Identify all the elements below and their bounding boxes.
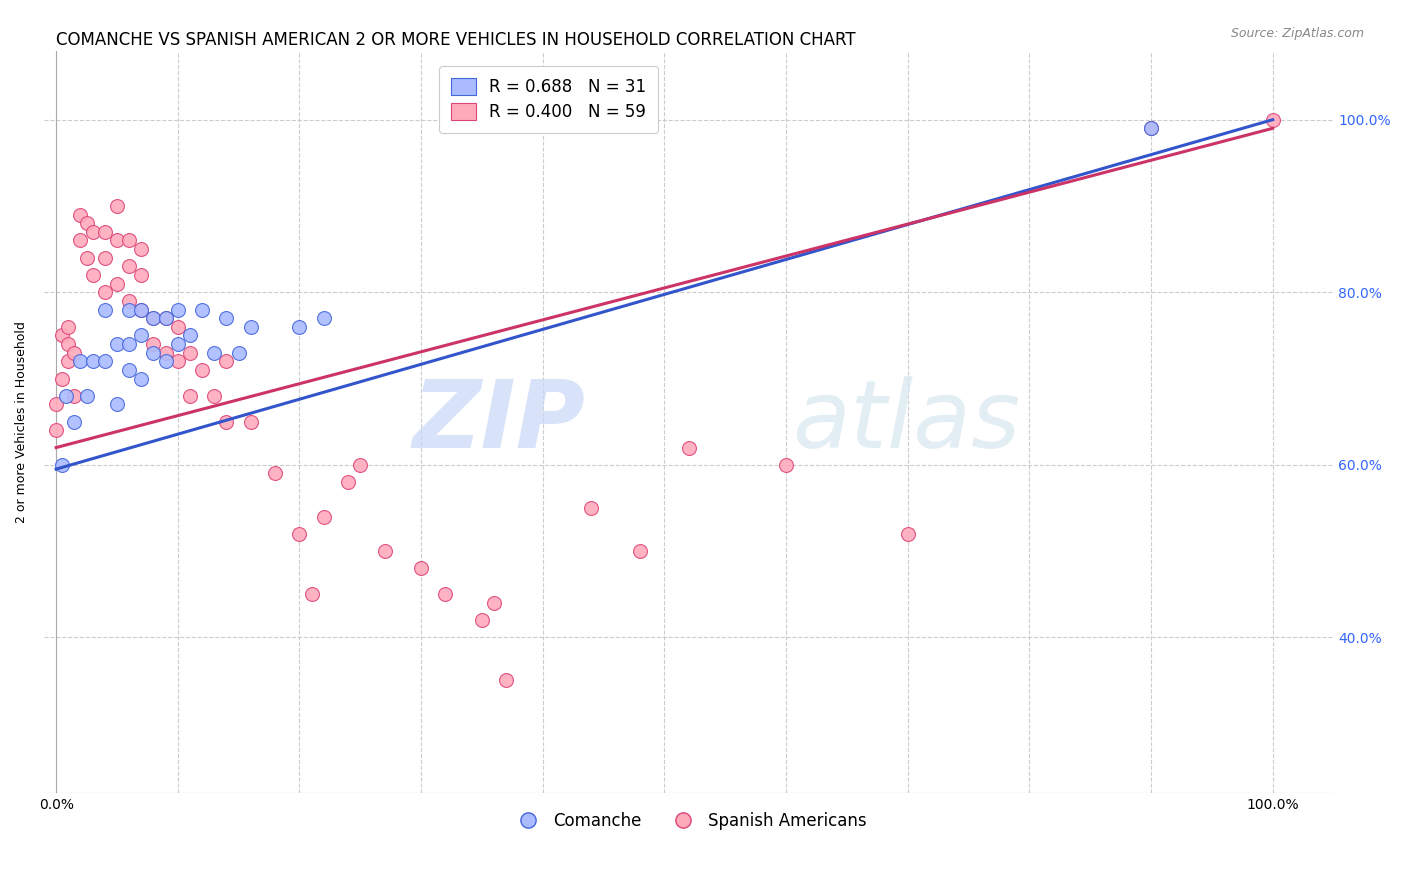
Point xyxy=(288,526,311,541)
Point xyxy=(129,328,152,343)
Point xyxy=(105,397,128,411)
Point xyxy=(155,311,177,326)
Point xyxy=(129,302,152,317)
Point xyxy=(69,208,91,222)
Point xyxy=(94,285,117,300)
Point xyxy=(82,225,104,239)
Point xyxy=(179,328,201,343)
Point xyxy=(142,311,165,326)
Legend: Comanche, Spanish Americans: Comanche, Spanish Americans xyxy=(505,805,873,837)
Point xyxy=(155,311,177,326)
Point xyxy=(202,345,225,359)
Point xyxy=(581,500,603,515)
Y-axis label: 2 or more Vehicles in Household: 2 or more Vehicles in Household xyxy=(15,321,28,523)
Point xyxy=(45,423,67,437)
Point xyxy=(215,311,238,326)
Point xyxy=(94,354,117,368)
Point xyxy=(51,328,73,343)
Point xyxy=(288,319,311,334)
Point xyxy=(118,260,141,274)
Point xyxy=(76,389,98,403)
Point xyxy=(628,544,651,558)
Point xyxy=(471,613,494,627)
Point xyxy=(51,371,73,385)
Point xyxy=(374,544,396,558)
Point xyxy=(191,302,214,317)
Point xyxy=(215,354,238,368)
Point xyxy=(337,475,360,489)
Text: atlas: atlas xyxy=(792,376,1021,467)
Point xyxy=(82,354,104,368)
Point xyxy=(142,311,165,326)
Point xyxy=(678,441,700,455)
Point xyxy=(105,277,128,291)
Point xyxy=(82,268,104,282)
Point xyxy=(215,415,238,429)
Point xyxy=(63,415,86,429)
Point xyxy=(129,242,152,256)
Point xyxy=(94,251,117,265)
Point xyxy=(166,319,188,334)
Point xyxy=(118,363,141,377)
Point xyxy=(228,345,250,359)
Point xyxy=(76,251,98,265)
Point xyxy=(312,311,335,326)
Point xyxy=(349,458,371,472)
Point xyxy=(58,354,80,368)
Point xyxy=(155,345,177,359)
Point xyxy=(495,673,517,688)
Point xyxy=(58,319,80,334)
Point xyxy=(301,587,323,601)
Point xyxy=(51,458,73,472)
Point xyxy=(1261,112,1284,127)
Point xyxy=(129,371,152,385)
Point xyxy=(63,389,86,403)
Point xyxy=(118,302,141,317)
Text: ZIP: ZIP xyxy=(413,376,585,467)
Point xyxy=(434,587,457,601)
Point xyxy=(166,337,188,351)
Text: COMANCHE VS SPANISH AMERICAN 2 OR MORE VEHICLES IN HOUSEHOLD CORRELATION CHART: COMANCHE VS SPANISH AMERICAN 2 OR MORE V… xyxy=(56,31,856,49)
Point xyxy=(482,596,505,610)
Point xyxy=(191,363,214,377)
Point xyxy=(55,389,77,403)
Point xyxy=(105,234,128,248)
Point xyxy=(264,467,287,481)
Point xyxy=(1140,121,1163,136)
Point xyxy=(76,216,98,230)
Point xyxy=(179,389,201,403)
Point xyxy=(63,345,86,359)
Point xyxy=(69,354,91,368)
Point xyxy=(45,397,67,411)
Point xyxy=(239,415,262,429)
Point xyxy=(105,199,128,213)
Point xyxy=(129,302,152,317)
Point xyxy=(1140,121,1163,136)
Point xyxy=(142,345,165,359)
Point xyxy=(58,337,80,351)
Point xyxy=(118,337,141,351)
Point xyxy=(94,302,117,317)
Point xyxy=(411,561,433,575)
Point xyxy=(897,526,920,541)
Point xyxy=(94,225,117,239)
Point xyxy=(202,389,225,403)
Point xyxy=(166,354,188,368)
Point xyxy=(118,293,141,308)
Point xyxy=(179,345,201,359)
Point xyxy=(166,302,188,317)
Point xyxy=(69,234,91,248)
Point xyxy=(142,337,165,351)
Text: Source: ZipAtlas.com: Source: ZipAtlas.com xyxy=(1230,27,1364,40)
Point xyxy=(105,337,128,351)
Point xyxy=(312,509,335,524)
Point xyxy=(118,234,141,248)
Point xyxy=(239,319,262,334)
Point xyxy=(155,354,177,368)
Point xyxy=(775,458,797,472)
Point xyxy=(129,268,152,282)
